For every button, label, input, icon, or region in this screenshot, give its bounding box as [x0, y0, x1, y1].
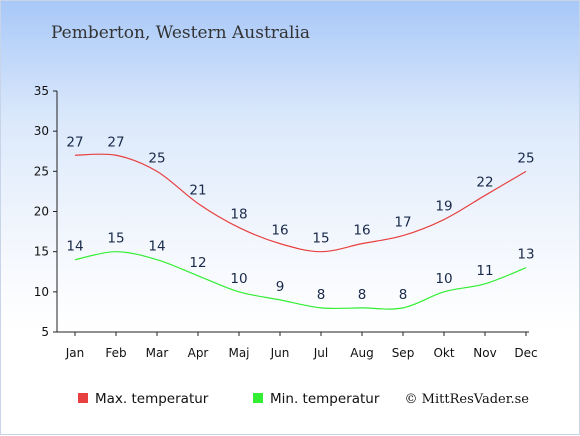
chart-title: Pemberton, Western Australia	[51, 23, 310, 43]
x-tick-label: Apr	[188, 346, 209, 360]
min-temperature-label: 11	[476, 263, 493, 279]
legend-swatch-max	[78, 393, 88, 403]
min-temperature-label: 8	[317, 287, 326, 303]
x-ticks: Jan Feb Mar Apr Maj Jun Jul Aug Sep Okt Nov Dec	[65, 332, 538, 360]
max-temperature-label: 21	[189, 182, 206, 198]
min-temperature-line	[74, 251, 527, 310]
max-temperature-label: 16	[271, 223, 288, 239]
x-tick-label: Okt	[433, 346, 454, 360]
min-temperature-label: 12	[189, 255, 206, 271]
y-tick-label: 5	[41, 325, 49, 339]
x-tick-label: Jul	[313, 346, 328, 360]
max-temperature-label: 15	[312, 231, 329, 247]
min-temperature-label: 10	[435, 271, 452, 287]
y-tick-label: 20	[34, 205, 49, 219]
max-temperature-label: 27	[66, 134, 83, 150]
min-temperature-label: 9	[276, 279, 285, 295]
min-temperature-label: 14	[148, 239, 165, 255]
legend-swatch-min	[253, 393, 263, 403]
x-tick-label: Jun	[270, 346, 290, 360]
max-temperature-label: 27	[107, 134, 124, 150]
max-temperature-label: 22	[476, 174, 493, 190]
max-temperature-label: 25	[148, 150, 165, 166]
y-tick-label: 35	[34, 84, 49, 98]
min-temperature-label: 8	[358, 287, 367, 303]
data-labels: 27 27 25 21 18 16 15 16 17 19 22 25 14 15 14 12 10 9 8 8 8 10…	[66, 134, 534, 303]
max-temperature-label: 19	[435, 199, 452, 215]
min-temperature-label: 13	[517, 247, 534, 263]
max-temperature-label: 17	[394, 215, 411, 231]
y-tick-label: 10	[34, 285, 49, 299]
copyright-text: © MittResVader.se	[405, 392, 530, 407]
min-temperature-label: 8	[399, 287, 408, 303]
x-tick-label: Nov	[473, 346, 496, 360]
x-tick-label: Jan	[65, 346, 85, 360]
max-temperature-line	[74, 153, 527, 253]
legend-label-max: Max. temperatur	[95, 391, 209, 407]
series-lines	[74, 153, 527, 310]
y-ticks: 5 10 15 20 25 30 35	[34, 84, 57, 339]
x-tick-label: Sep	[392, 346, 415, 360]
y-tick-label: 30	[34, 124, 49, 138]
x-tick-label: Maj	[228, 346, 249, 360]
legend: Max. temperatur Min. temperatur	[78, 391, 380, 407]
legend-label-min: Min. temperatur	[270, 391, 380, 407]
max-temperature-label: 16	[353, 223, 370, 239]
x-tick-label: Aug	[350, 346, 373, 360]
x-tick-label: Feb	[105, 346, 126, 360]
x-tick-label: Mar	[146, 346, 169, 360]
y-tick-label: 25	[34, 164, 49, 178]
max-temperature-label: 25	[517, 150, 534, 166]
min-temperature-label: 15	[107, 231, 124, 247]
min-temperature-label: 10	[230, 271, 247, 287]
y-tick-label: 15	[34, 245, 49, 259]
x-tick-label: Dec	[514, 346, 537, 360]
max-temperature-label: 18	[230, 207, 247, 223]
min-temperature-label: 14	[66, 239, 83, 255]
